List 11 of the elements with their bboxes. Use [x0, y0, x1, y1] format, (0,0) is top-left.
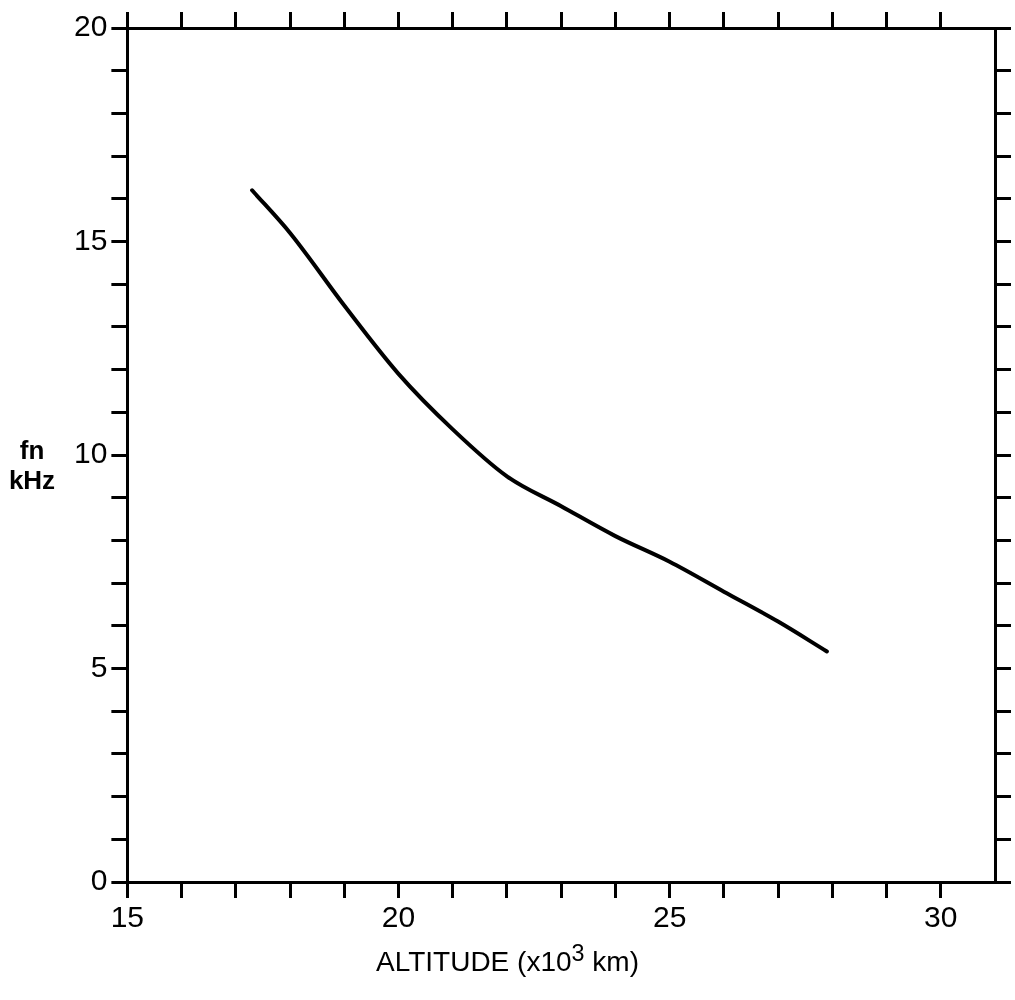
y-tick-label: 5: [90, 649, 108, 683]
x-tick-label: 20: [381, 900, 416, 934]
y-axis-title: fn kHz: [7, 435, 57, 495]
y-tick-label: 15: [73, 222, 108, 256]
y-tick-label: 10: [73, 436, 108, 470]
x-tick-label: 25: [652, 900, 687, 934]
x-axis-title: ALTITUDE (x10$^{3}$ km): [375, 940, 640, 979]
line-series: [250, 188, 829, 654]
y-tick-label: 0: [90, 863, 108, 897]
y-tick-label: 20: [73, 9, 108, 43]
x-tick-label: 30: [924, 900, 958, 934]
